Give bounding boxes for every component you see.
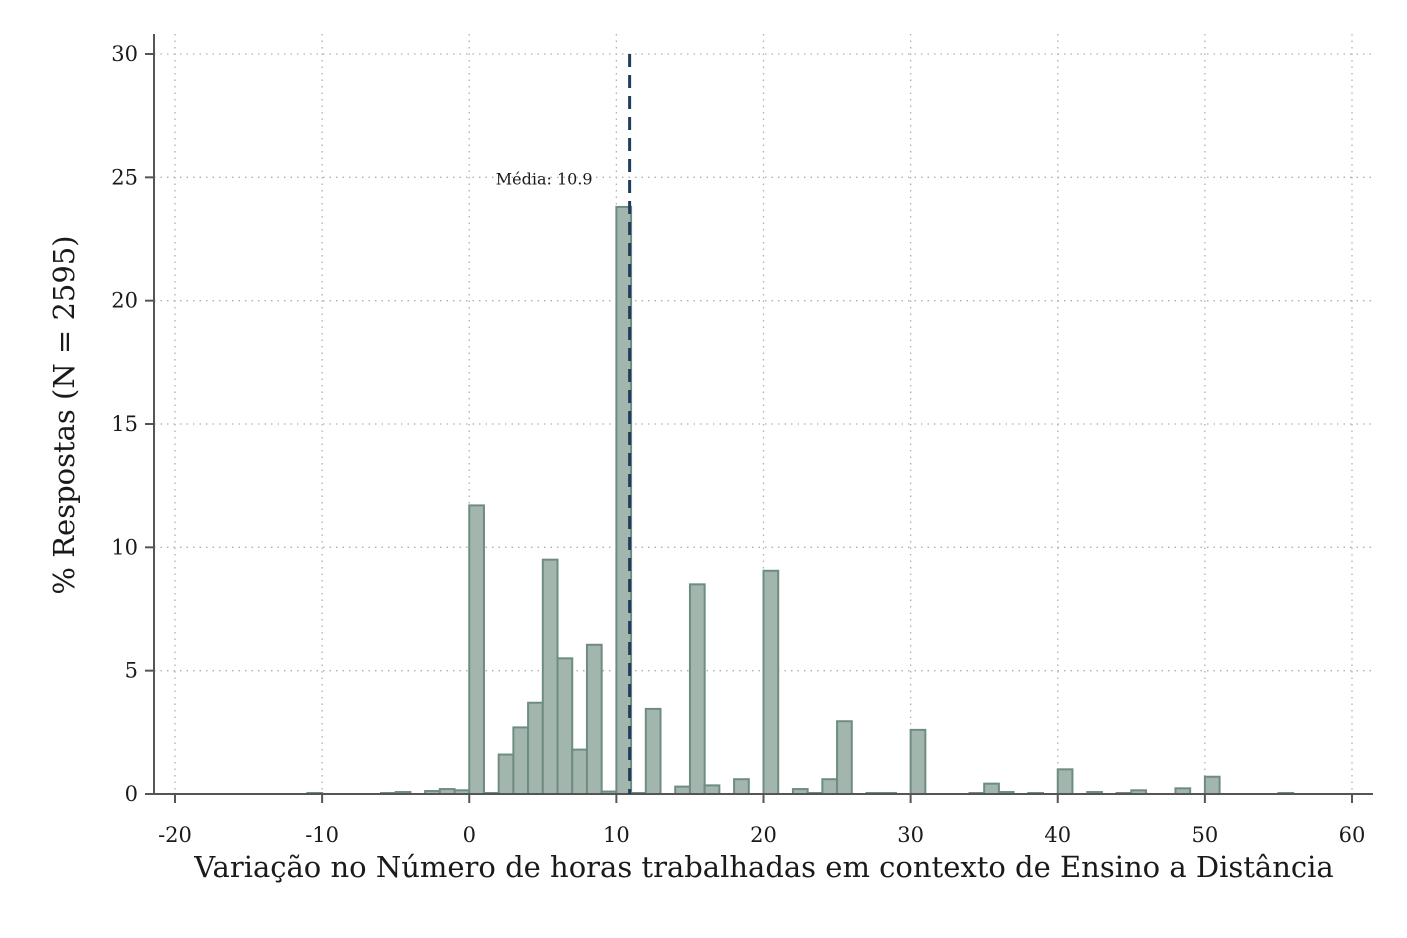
histogram-bar (541, 558, 559, 796)
histogram-bar (733, 778, 750, 796)
histogram-bar (527, 701, 544, 796)
y-tick-label: 20 (111, 289, 138, 313)
y-tick-label: 25 (111, 165, 138, 189)
histogram-bar (512, 726, 530, 796)
histogram-bar (762, 569, 780, 795)
mean-marker: Média: 10.9 (496, 54, 632, 794)
y-tick-label: 5 (125, 659, 138, 683)
histogram-bar (571, 748, 588, 795)
x-tick-label: -20 (158, 823, 192, 847)
histogram-bar (644, 707, 662, 796)
x-tick-label: 50 (1192, 823, 1219, 847)
x-axis-title: Variação no Número de horas trabalhadas … (193, 850, 1333, 884)
histogram-bar (556, 657, 574, 795)
histogram-bars (306, 205, 1295, 796)
x-tick-label: 40 (1044, 823, 1071, 847)
histogram-bar (674, 785, 691, 795)
x-tick-label: -10 (305, 823, 339, 847)
histogram-bar (497, 753, 515, 795)
x-tick-label: 20 (750, 823, 777, 847)
histogram-bar (821, 778, 839, 796)
histogram-bar (836, 720, 853, 796)
histogram-bar (703, 784, 721, 795)
tick-labels: 0 5 10 15 20 25 30 -20 -10 0 10 20 30 40 50 60 (111, 42, 1365, 847)
histogram-bar (1203, 775, 1221, 796)
y-tick-label: 0 (125, 782, 138, 806)
y-axis-title: % Respostas (N = 2595) (47, 235, 81, 594)
x-tick-label: 0 (463, 823, 476, 847)
y-tick-label: 30 (111, 42, 138, 66)
x-tick-label: 30 (897, 823, 924, 847)
x-tick-label: 10 (603, 823, 630, 847)
y-tick-label: 15 (111, 412, 138, 436)
histogram-bar (1056, 768, 1074, 795)
histogram-bar (468, 504, 485, 795)
y-tick-label: 10 (111, 535, 138, 559)
mean-label: Média: 10.9 (496, 169, 593, 188)
histogram-bar (585, 643, 603, 795)
histogram-bar (983, 782, 1000, 796)
axes (145, 34, 1373, 803)
x-tick-label: 60 (1339, 823, 1366, 847)
histogram-bar (909, 728, 927, 795)
histogram-bar (688, 583, 706, 795)
